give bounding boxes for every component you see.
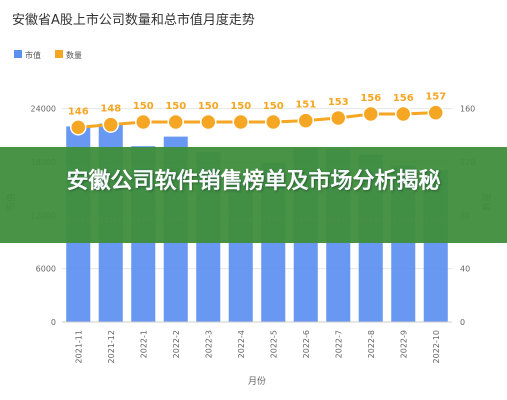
y-right-tick-label: 0 <box>460 318 465 327</box>
y-right-tick-label: 40 <box>460 265 470 274</box>
line-series <box>78 111 436 129</box>
line-value-label: 148 <box>100 104 121 115</box>
x-tick-label: 2021-12 <box>107 330 116 363</box>
x-tick-label: 2022-7 <box>334 330 343 358</box>
y-left-tick-label: 0 <box>51 318 56 327</box>
line-value-label: 150 <box>198 101 219 112</box>
overlay-banner: 安徽公司软件销售榜单及市场分析揭秘 <box>0 147 507 243</box>
y-left-tick-label: 6000 <box>36 265 56 274</box>
x-tick-label: 2022-10 <box>432 330 441 363</box>
x-tick-label: 2022-3 <box>204 330 213 358</box>
line-value-label: 156 <box>393 93 414 104</box>
line-value-label: 150 <box>133 101 154 112</box>
line-value-label: 150 <box>230 101 251 112</box>
chart-title: 安徽省A股上市公司数量和总市值月度走势 <box>12 12 255 28</box>
legend-swatch-line <box>55 50 63 58</box>
y-left-tick-label: 24000 <box>31 105 56 114</box>
legend-swatch-bar <box>14 50 22 58</box>
line-point <box>200 113 217 131</box>
line-point <box>70 119 87 136</box>
line-point <box>395 105 412 123</box>
line-point <box>297 112 314 129</box>
x-tick-label: 2022-8 <box>367 330 376 358</box>
line-value-label: 146 <box>68 106 89 117</box>
x-tick-label: 2022-5 <box>269 330 278 358</box>
legend-label-bar: 市值 <box>25 50 41 60</box>
line-value-label: 156 <box>360 93 381 104</box>
line-value-label: 150 <box>263 101 284 112</box>
x-tick-label: 2022-6 <box>302 330 311 358</box>
y-right-tick-label: 160 <box>460 105 475 114</box>
line-point <box>330 109 347 127</box>
line-point <box>362 105 379 123</box>
line-value-label: 153 <box>328 97 349 108</box>
x-tick-label: 2022-2 <box>172 330 181 358</box>
x-axis-label: 月份 <box>248 375 266 387</box>
x-tick-label: 2022-1 <box>139 330 148 358</box>
line-value-label: 151 <box>295 100 316 111</box>
line-point <box>232 113 249 131</box>
line-point <box>135 113 152 131</box>
banner-title: 安徽公司软件销售榜单及市场分析揭秘 <box>66 169 441 194</box>
x-tick-label: 2021-11 <box>74 330 83 363</box>
line-point <box>167 113 184 131</box>
line-point <box>427 104 444 121</box>
x-tick-label: 2022-9 <box>399 330 408 358</box>
legend-label-line: 数量 <box>66 50 82 60</box>
line-value-label: 157 <box>425 92 446 103</box>
x-tick-label: 2022-4 <box>237 330 246 358</box>
line-point <box>265 113 282 131</box>
line-point <box>102 116 119 133</box>
line-value-label: 150 <box>165 101 186 112</box>
